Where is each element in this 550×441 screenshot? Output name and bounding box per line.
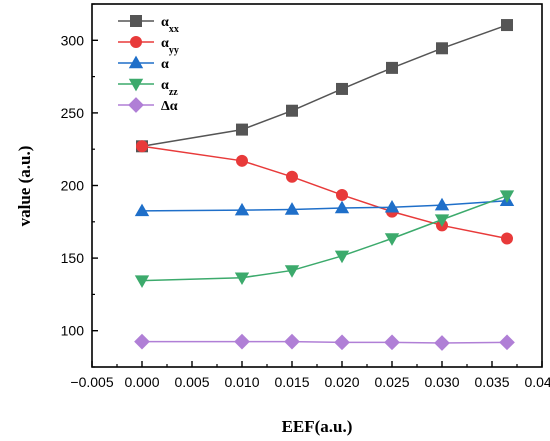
x-tick-label: 0.040 [524,374,550,390]
data-point [499,334,515,351]
data-point [284,202,300,215]
legend-item: αzz [118,78,178,98]
y-tick-label: 300 [61,32,85,48]
data-point [384,233,400,246]
y-tick-label: 150 [61,250,85,266]
plot-area [134,19,515,351]
x-axis-title: EEF(a.u.) [282,417,353,436]
data-point [384,199,400,213]
legend-item: α [118,55,169,72]
x-tick-label: 0.000 [124,374,159,390]
legend-subscript: xx [169,24,179,35]
legend-label: αzz [161,78,178,98]
y-tick-labels: 100 150 200 250 300 [61,32,85,338]
legend-marker [130,15,142,27]
data-point [336,188,348,201]
data-point [284,333,300,350]
legend-item: αyy [118,36,179,56]
data-point [134,333,150,350]
data-point [134,275,150,288]
series-line [141,145,508,240]
data-point [384,334,400,351]
data-point [286,104,298,117]
series-line [141,24,508,148]
data-point [499,190,515,203]
legend-marker [128,78,144,92]
data-point [234,202,250,216]
x-tick-label: 0.030 [424,374,459,390]
data-point [434,335,450,351]
data-point [236,154,248,167]
legend-marker [130,36,142,48]
series-1 [136,19,513,153]
data-point [334,250,350,264]
legend-label: Δα [161,99,178,114]
y-tick-label: 100 [61,323,85,339]
legend-label: α [161,57,169,72]
data-point [386,61,398,74]
series-5 [134,333,515,351]
data-point [284,265,300,278]
y-axis-title: value (a.u.) [15,146,34,227]
legend-item: αxx [118,15,179,35]
data-point [434,197,450,211]
y-tick-label: 250 [61,105,85,121]
legend-label: αyy [161,36,179,56]
x-tick-label: −0.005 [70,374,113,390]
x-tick-label: 0.010 [224,374,259,390]
data-point [234,333,250,350]
series-4 [134,190,515,288]
data-point [286,170,298,183]
x-tick-labels: −0.005 0.000 0.005 0.010 0.015 0.020 0.025 0.03… [70,374,550,390]
data-point [336,82,348,95]
x-tick-label: 0.020 [324,374,359,390]
series-line [142,340,508,344]
data-point [334,200,350,214]
legend-subscript: zz [169,87,178,98]
plot-frame [91,3,543,368]
data-point [501,232,513,245]
x-tick-label: 0.015 [274,374,309,390]
data-point [234,272,250,286]
legend-marker [128,55,144,69]
legend-subscript: yy [169,45,179,56]
data-point [436,42,448,55]
data-point [134,203,150,217]
y-tick-label: 200 [61,178,85,194]
series-line [141,199,508,212]
series-2 [136,140,513,245]
data-point [501,19,513,32]
legend-item: Δα [118,97,178,114]
x-tick-label: 0.005 [174,374,209,390]
legend-label: αxx [161,15,179,35]
data-point [434,214,450,227]
series-3 [134,193,515,217]
x-tick-label: 0.025 [374,374,409,390]
data-point [236,123,248,136]
legend-marker [128,97,144,113]
x-tick-label: 0.035 [474,374,509,390]
data-point [334,334,350,351]
data-point [136,140,148,153]
